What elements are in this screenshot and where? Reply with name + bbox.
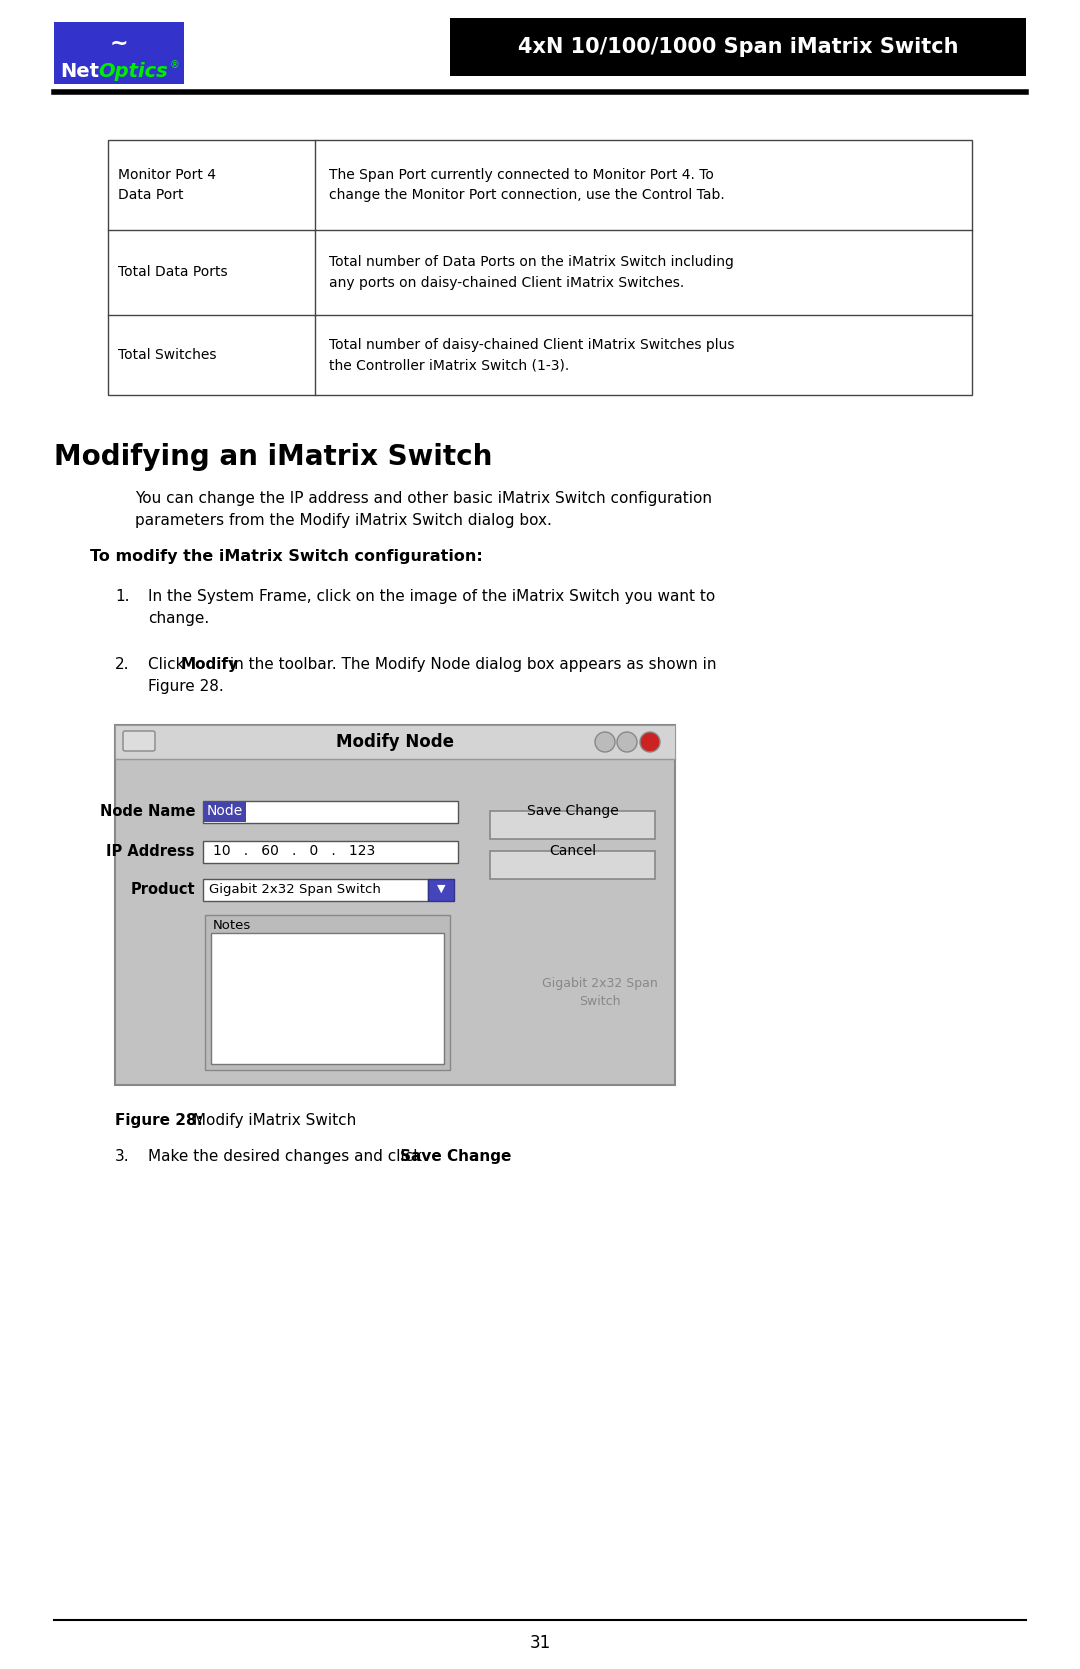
Bar [114, 724, 675, 1085]
Text: Notes: Notes [213, 918, 252, 931]
Bar [108, 140, 972, 396]
Text: Optics: Optics [98, 62, 167, 82]
Bar [203, 801, 458, 823]
Text: Gigabit 2x32 Span Switch: Gigabit 2x32 Span Switch [210, 883, 381, 896]
Text: 31: 31 [529, 1634, 551, 1652]
Text: 10   .   60   .   0   .   123: 10 . 60 . 0 . 123 [213, 845, 375, 858]
Text: IP Address: IP Address [107, 843, 195, 858]
Text: Node Name: Node Name [99, 803, 195, 818]
Text: Figure 28.: Figure 28. [148, 679, 224, 694]
Text: Total Switches: Total Switches [118, 349, 216, 362]
Text: Click: Click [148, 658, 189, 673]
Bar [54, 22, 184, 83]
Bar [428, 880, 454, 901]
Text: Modify Node: Modify Node [336, 733, 454, 751]
Text: change.: change. [148, 611, 210, 626]
Bar [450, 18, 1026, 77]
Bar [490, 811, 654, 840]
Text: Modifying an iMatrix Switch: Modifying an iMatrix Switch [54, 442, 492, 471]
Text: Cancel: Cancel [549, 845, 596, 858]
Text: .: . [472, 1148, 477, 1163]
Circle shape [595, 733, 615, 753]
Text: ~: ~ [110, 33, 129, 53]
Text: Product: Product [131, 881, 195, 896]
Text: Total Data Ports: Total Data Ports [118, 265, 228, 279]
Text: ®: ® [170, 60, 179, 70]
Text: Make the desired changes and click: Make the desired changes and click [148, 1148, 427, 1163]
Text: You can change the IP address and other basic iMatrix Switch configuration: You can change the IP address and other … [135, 491, 712, 506]
Bar [203, 841, 458, 863]
Text: Save Change: Save Change [527, 804, 619, 818]
Circle shape [617, 733, 637, 753]
Bar [114, 724, 675, 759]
Text: Net: Net [60, 62, 99, 82]
Text: Total number of Data Ports on the iMatrix Switch including
any ports on daisy-ch: Total number of Data Ports on the iMatri… [329, 255, 734, 290]
Circle shape [640, 733, 660, 753]
Bar [211, 933, 444, 1065]
Text: Modify iMatrix Switch: Modify iMatrix Switch [188, 1113, 356, 1128]
Text: Save Change: Save Change [400, 1148, 511, 1163]
Text: parameters from the Modify iMatrix Switch dialog box.: parameters from the Modify iMatrix Switc… [135, 512, 552, 527]
Text: 4xN 10/100/1000 Span iMatrix Switch: 4xN 10/100/1000 Span iMatrix Switch [517, 37, 958, 57]
Bar [203, 880, 428, 901]
Text: ▼: ▼ [436, 885, 445, 895]
Text: In the System Frame, click on the image of the iMatrix Switch you want to: In the System Frame, click on the image … [148, 589, 715, 604]
Text: Monitor Port 4
Data Port: Monitor Port 4 Data Port [118, 167, 216, 202]
Text: Gigabit 2x32 Span
Switch: Gigabit 2x32 Span Switch [542, 976, 658, 1008]
Bar [204, 803, 246, 823]
Bar [490, 851, 654, 880]
Text: Node: Node [207, 804, 243, 818]
FancyBboxPatch shape [123, 731, 156, 751]
Text: Total number of daisy-chained Client iMatrix Switches plus
the Controller iMatri: Total number of daisy-chained Client iMa… [329, 337, 734, 372]
Text: 1.: 1. [114, 589, 130, 604]
Bar [205, 915, 450, 1070]
Text: The Span Port currently connected to Monitor Port 4. To
change the Monitor Port : The Span Port currently connected to Mon… [329, 167, 725, 202]
Text: To modify the iMatrix Switch configuration:: To modify the iMatrix Switch configurati… [90, 549, 483, 564]
Text: 3.: 3. [114, 1148, 130, 1163]
Text: Figure 28:: Figure 28: [114, 1113, 203, 1128]
Text: in the toolbar. The Modify Node dialog box appears as shown in: in the toolbar. The Modify Node dialog b… [225, 658, 716, 673]
Text: 2.: 2. [114, 658, 130, 673]
Text: Modify: Modify [181, 658, 239, 673]
